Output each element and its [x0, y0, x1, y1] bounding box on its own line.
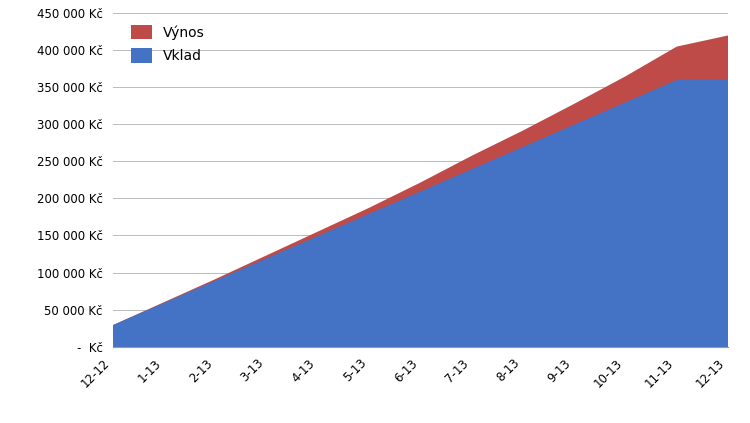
- Legend: Výnos, Vklad: Výnos, Vklad: [125, 19, 211, 69]
